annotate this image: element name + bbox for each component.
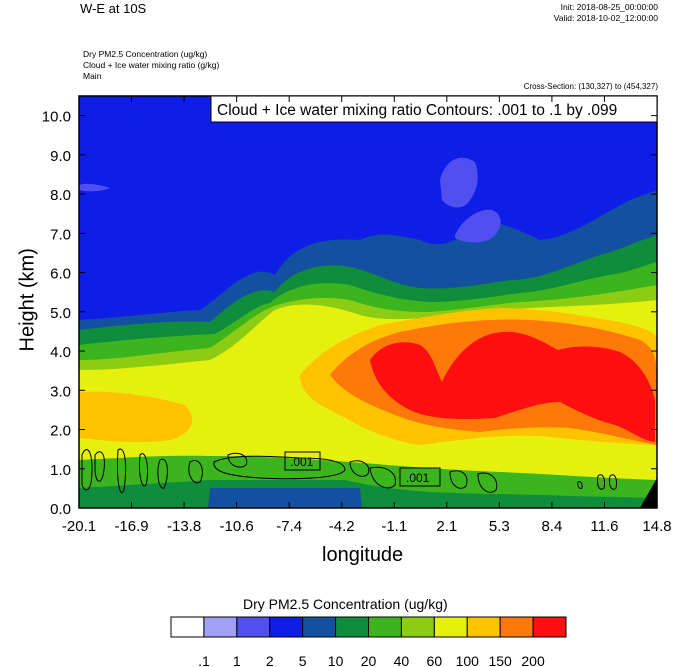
colorbar-title: Dry PM2.5 Concentration (ug/kg) [243,596,448,612]
colorbar-label: 10 [328,653,344,667]
colorbar-swatch [170,616,205,638]
y-tick-label: 2.0 [50,423,71,440]
x-tick-label: -1.1 [381,518,407,535]
colorbar-label: 2 [266,653,274,667]
surface-band-blue [208,488,362,508]
colorbar-swatch [269,616,304,638]
plot-area [79,96,657,508]
x-tick-label: -10.6 [220,518,254,535]
field-name-main: Main [83,71,102,81]
field-name-pm25: Dry PM2.5 Concentration (ug/kg) [83,49,208,59]
x-tick-label: -13.8 [167,518,201,535]
init-time: Init: 2018-08-25_00:00:00 [560,2,658,12]
colorbar-swatch [335,616,370,638]
upper-low-patch-3 [79,183,110,192]
x-tick-label: 11.6 [590,518,618,535]
contour-legend-text: Cloud + Ice water mixing ratio Contours:… [217,102,617,119]
colorbar-label: 150 [488,653,512,667]
colorbar-label: 1 [233,653,241,667]
colorbar-label: 5 [299,653,307,667]
y-tick-label: 10.0 [42,109,71,126]
field-name-cloud-ice: Cloud + Ice water mixing ratio (g/kg) [83,60,220,70]
x-tick-label: 8.4 [541,518,562,535]
valid-time: Valid: 2018-10-02_12:00:00 [553,13,658,23]
x-tick-label: -4.2 [329,518,355,535]
colorbar-label: 100 [456,653,480,667]
x-axis-label: longitude [322,544,404,566]
fill-level-max [370,331,655,442]
y-tick-label: 5.0 [50,305,71,322]
colorbar-label: .1 [198,653,210,667]
colorbar-swatch [368,616,402,638]
x-tick-label: -7.4 [276,518,302,535]
colorbar-swatch [302,616,337,638]
colorbar-swatch [400,616,435,638]
colorbar-swatch [499,616,534,638]
contour-label-1: .001 [290,455,314,469]
terrain-fill [640,478,657,508]
plot-title: W-E at 10S [80,1,147,16]
y-tick-label: 7.0 [50,226,71,243]
colorbar-label: 200 [521,653,545,667]
x-tick-label: 5.3 [489,518,510,535]
colorbar-label: 40 [394,653,410,667]
y-tick-label: 9.0 [50,148,71,165]
contour-label-2: .001 [406,471,430,485]
colorbar: .1 1 2 5 10 20 40 60 100 150 200 [170,616,567,667]
colorbar-swatch [236,616,271,638]
x-tick-label: -16.9 [114,518,148,535]
colorbar-label: 60 [427,653,443,667]
x-axis: -20.1 -16.9 -13.8 -10.6 -7.4 -4.2 -1.1 2.1 5.3 8.… [62,96,672,535]
colorbar-swatch [203,616,238,638]
x-tick-label: 2.1 [436,518,457,535]
y-tick-label: 1.0 [50,462,71,479]
colorbar-swatch [532,616,567,638]
colorbar-swatch [466,616,501,638]
y-axis: 0.0 1.0 2.0 3.0 4.0 5.0 6.0 7.0 8.0 9.0 10.0 [42,109,657,518]
cloud-contours [81,448,617,493]
colorbar-label: 20 [361,653,377,667]
colorbar-swatch [433,616,468,638]
y-axis-label: Height (km) [16,248,39,352]
y-tick-label: 6.0 [50,266,71,283]
contour-legend-box [210,95,658,123]
y-tick-label: 8.0 [50,187,71,204]
upper-low-patch-2 [455,209,501,243]
y-tick-label: 4.0 [50,344,71,361]
x-tick-label: 14.8 [642,518,671,535]
fill-level-150-west [79,391,193,443]
x-tick-label: -20.1 [62,518,96,535]
y-tick-label: 0.0 [50,501,71,518]
cross-section-label: Cross-Section: (130,327) to (454,327) [523,82,658,91]
upper-low-patch [440,157,478,208]
y-tick-label: 3.0 [50,383,71,400]
